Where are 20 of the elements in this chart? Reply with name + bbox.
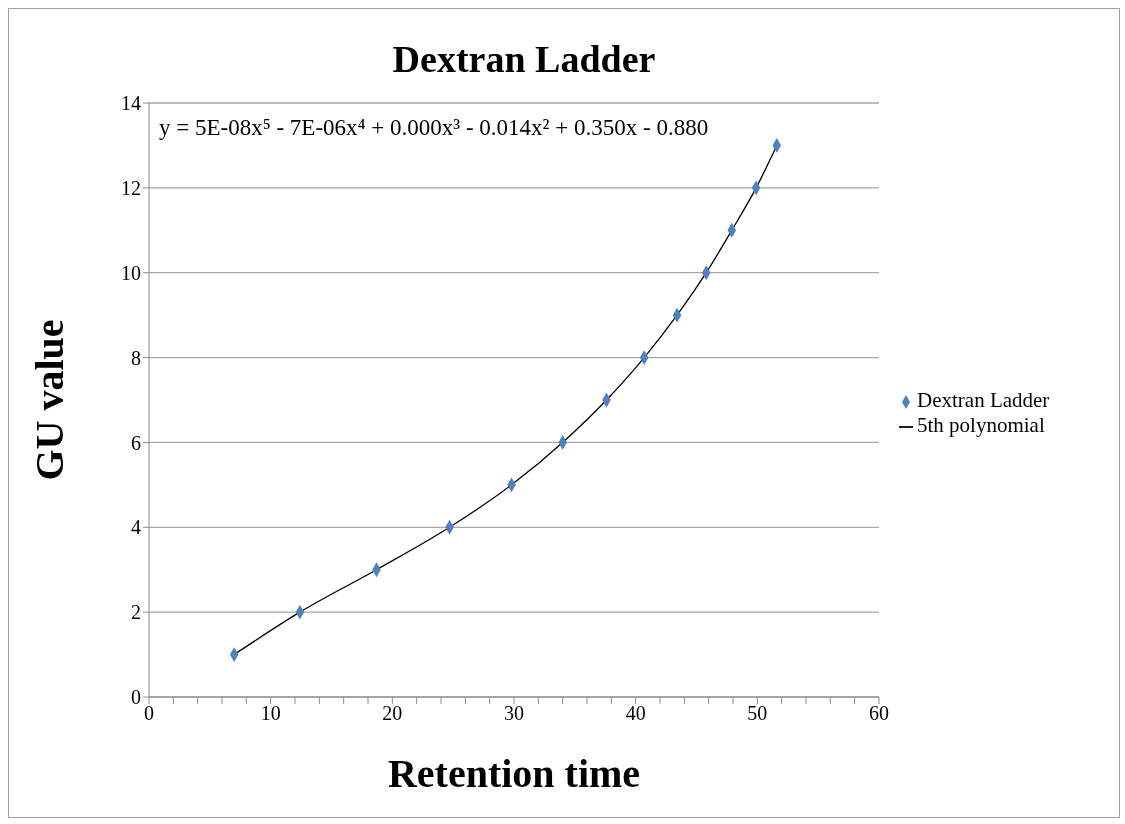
y-tick-label: 14 — [121, 92, 141, 115]
legend-label: Dextran Ladder — [917, 388, 1050, 412]
y-tick-label: 6 — [131, 431, 141, 454]
y-axis-title: GU value — [27, 319, 73, 481]
x-tick-label: 60 — [869, 702, 889, 725]
legend-label: 5th polynomial — [917, 413, 1045, 437]
x-tick-label: 10 — [260, 702, 281, 725]
annotation: y = 5E-08x⁵ - 7E-06x⁴ + 0.000x³ - 0.014x² + 0.350x - 0.880 — [159, 115, 709, 141]
x-tick-label: 50 — [747, 702, 768, 725]
y-tick-label: 12 — [121, 176, 141, 199]
chart-title: Dextran Ladder — [391, 37, 657, 81]
x-tick-label: 20 — [382, 702, 403, 725]
x-tick-label: 40 — [625, 702, 646, 725]
y-tick-label: 10 — [121, 261, 141, 284]
x-tick-label: 30 — [504, 702, 524, 725]
x-axis-title: Retention time — [387, 751, 641, 796]
y-tick-label: 0 — [131, 686, 141, 709]
y-tick-label: 4 — [131, 516, 141, 539]
y-tick-label: 2 — [131, 601, 141, 624]
y-tick-label: 8 — [131, 346, 141, 369]
